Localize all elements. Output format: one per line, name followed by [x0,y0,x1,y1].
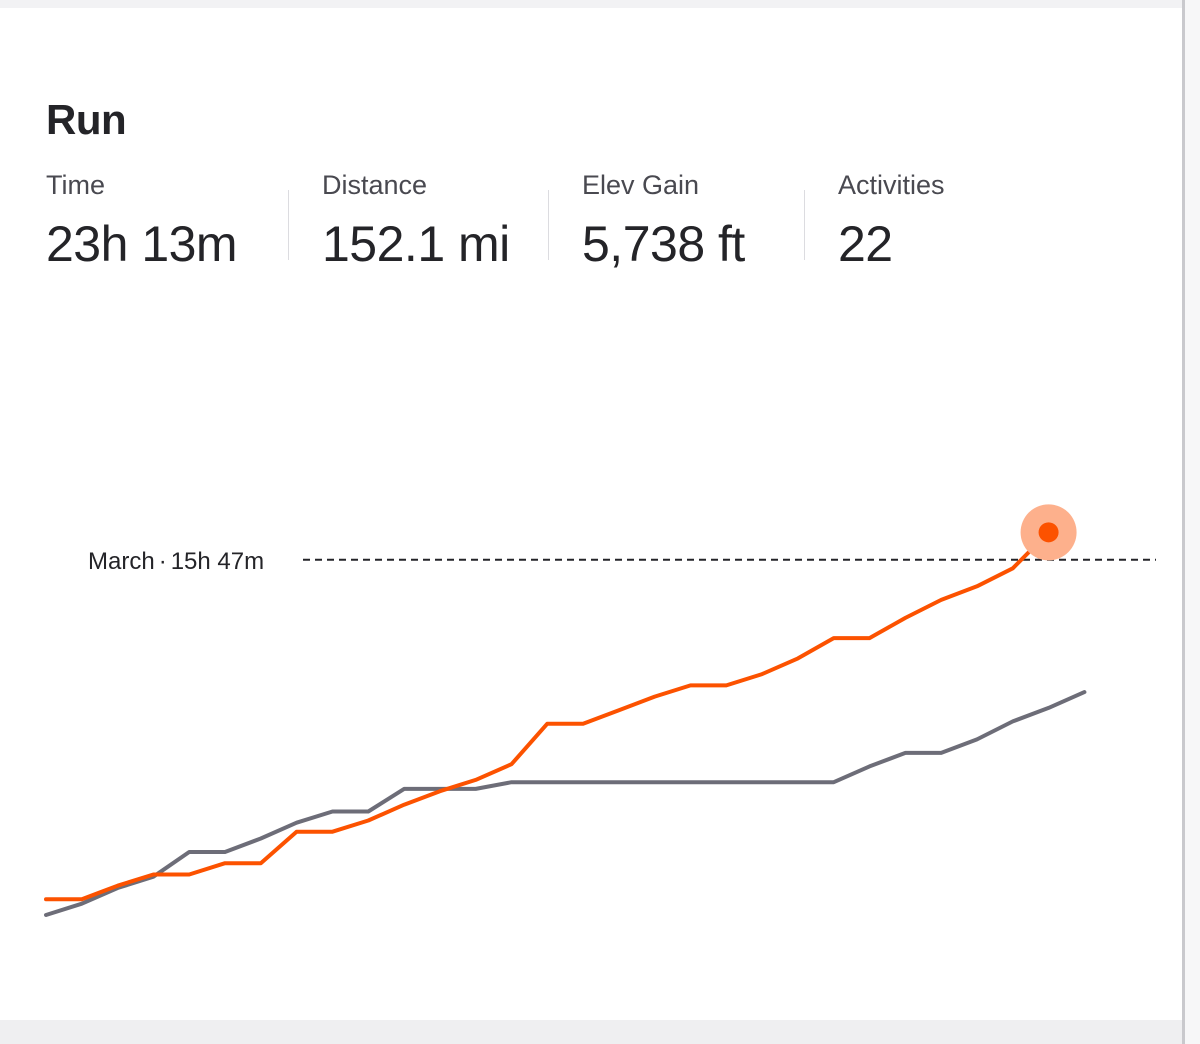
stat-distance-label: Distance [322,170,428,200]
previous-month-line [44,690,1087,917]
reference-month: March [88,548,155,575]
reference-value: 15h 47m [170,548,265,575]
top-background-strip [0,0,1200,8]
stat-divider [288,190,289,260]
reference-separator: · [158,548,167,575]
stat-distance-value: 152.1 mi [322,216,510,272]
end-marker-dot [1038,522,1059,543]
right-scroll-rail [1182,0,1200,1044]
stat-time: Time 23h 13m [46,170,288,280]
stat-divider [548,190,549,260]
stat-distance: Distance 152.1 mi [322,170,548,280]
stat-activities-label: Activities [838,170,945,200]
stats-row: Time 23h 13m Distance 152.1 mi Elev Gain… [46,170,988,280]
stat-time-value: 23h 13m [46,216,238,272]
stat-elev-gain: Elev Gain 5,738 ft [582,170,804,280]
stat-elev-gain-value: 5,738 ft [582,216,745,272]
stat-divider [804,190,805,260]
card-title: Run [46,96,127,143]
stat-time-label: Time [46,170,105,200]
bottom-background-strip [0,1020,1200,1044]
current-month-line [44,530,1051,902]
stat-activities: Activities 22 [838,170,988,280]
stat-activities-value: 22 [838,216,893,272]
reference-label: March · 15h 47m [88,548,264,576]
stat-elev-gain-label: Elev Gain [582,170,700,200]
